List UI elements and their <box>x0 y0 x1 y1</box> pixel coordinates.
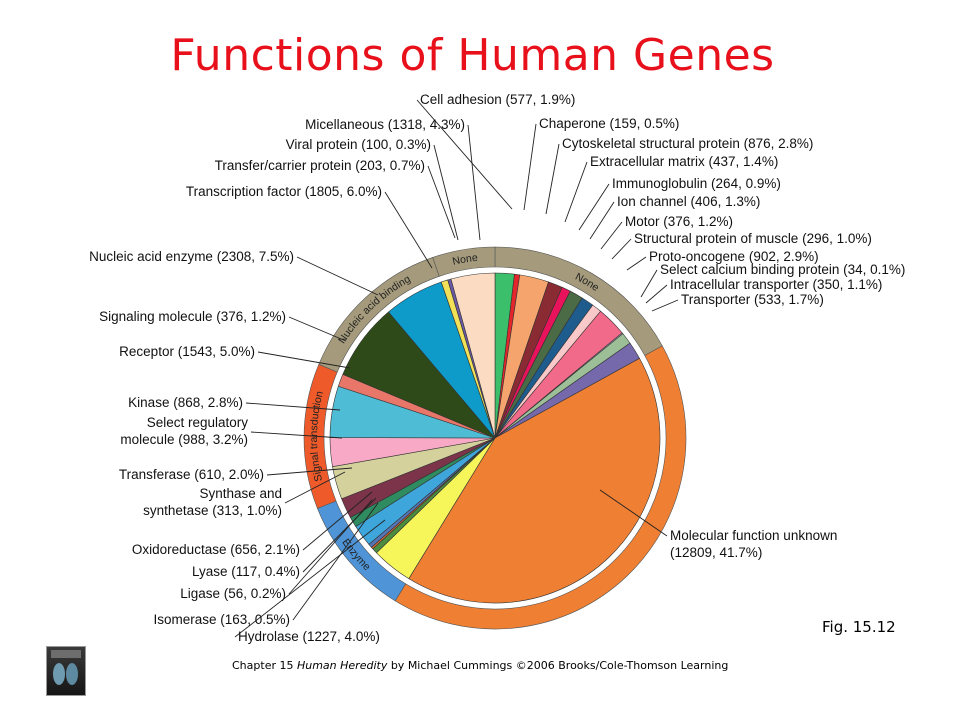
leader-line-micellaneous <box>467 124 481 241</box>
leader-line-proto-oncogene <box>626 256 647 271</box>
leader-line-chaperone <box>523 123 537 211</box>
leader-line-viral-protein <box>433 144 459 241</box>
slice-label-select-calcium-binding-protein: Select calcium binding protein (34, 0.1%… <box>660 262 905 277</box>
slice-label-viral-protein: Viral protein (100, 0.3%) <box>286 137 431 152</box>
slice-label-proto-oncogene: Proto-oncogene (902, 2.9%) <box>649 249 819 264</box>
book-cover-thumbnail <box>46 646 86 696</box>
footer-suffix: by Michael Cummings ©2006 Brooks/Cole-Th… <box>387 659 729 672</box>
pie-slice-molecular-function-unknown <box>408 357 661 604</box>
leader-line-cytoskeletal-structural-protein <box>545 143 560 215</box>
pie-slices <box>329 272 661 604</box>
leader-line-cell-adhesion <box>416 99 513 210</box>
leader-line-transporter <box>651 299 679 312</box>
leader-line-select-calcium-binding-protein <box>640 269 658 298</box>
slice-labels: Cell adhesion (577, 1.9%) Chaperone (159,… <box>89 92 905 644</box>
slice-label-lyase: Lyase (117, 0.4%) <box>192 564 300 579</box>
chart-title: Functions of Human Genes <box>170 30 775 81</box>
leader-line-transcription-factor <box>384 191 433 269</box>
leader-line-structural-protein-of-muscle <box>611 238 632 260</box>
slice-label-chaperone: Chaperone (159, 0.5%) <box>539 116 679 131</box>
leader-line-synthase-and-synthetase <box>284 471 346 504</box>
leader-line-immunoglobulin <box>578 183 610 231</box>
leader-line-nucleic-acid-enzyme <box>296 256 379 296</box>
slice-label-cytoskeletal-structural-protein: Cytoskeletal structural protein (876, 2.… <box>562 136 813 151</box>
slice-label-synthase-and-synthetase: Synthase and synthetase (313, 1.0%) <box>143 486 282 518</box>
slice-label-select-regulatory-molecule: Select regulatory molecule (988, 3.2%) <box>120 415 248 447</box>
slice-label-micellaneous: Micellaneous (1318, 4.3%) <box>305 117 465 132</box>
slice-label-oxidoreductase: Oxidoreductase (656, 2.1%) <box>132 542 300 557</box>
leader-line-isomerase <box>292 502 379 621</box>
slice-label-signaling-molecule: Signaling molecule (376, 1.2%) <box>99 309 286 324</box>
footer-book-title: Human Heredity <box>296 659 388 672</box>
slice-label-structural-protein-of-muscle: Structural protein of muscle (296, 1.0%) <box>634 231 872 246</box>
ring-segment-none <box>432 246 496 277</box>
leader-line-transfer-carrier-protein <box>427 165 456 239</box>
footer-credit: Chapter 15 Human Heredity by Michael Cum… <box>232 659 728 672</box>
leader-line-intracellular-transporter <box>645 284 668 304</box>
slice-label-cell-adhesion: Cell adhesion (577, 1.9%) <box>420 92 575 107</box>
slice-label-intracellular-transporter: Intracellular transporter (350, 1.1%) <box>670 277 882 292</box>
ring-label-none: None <box>451 252 478 268</box>
leader-line-hydrolase <box>234 519 386 638</box>
slice-label-motor: Motor (376, 1.2%) <box>625 214 733 229</box>
slice-label-transporter: Transporter (533, 1.7%) <box>681 292 824 307</box>
leader-line-receptor <box>257 351 351 369</box>
slice-label-transferase: Transferase (610, 2.0%) <box>119 467 264 482</box>
slice-label-immunoglobulin: Immunoglobulin (264, 0.9%) <box>612 176 781 191</box>
slice-label-transcription-factor: Transcription factor (1805, 6.0%) <box>186 184 382 199</box>
footer-prefix: Chapter 15 <box>232 659 297 672</box>
slice-label-ion-channel: Ion channel (406, 1.3%) <box>617 194 760 209</box>
leader-line-lyase <box>302 497 377 573</box>
leader-line-kinase <box>245 402 341 411</box>
slice-label-hydrolase: Hydrolase (1227, 4.0%) <box>238 629 380 644</box>
leader-line-select-regulatory-molecule <box>250 431 343 439</box>
leader-line-signaling-molecule <box>288 316 347 342</box>
leader-line-extracellular-matrix <box>564 161 588 223</box>
slice-label-isomerase: Isomerase (163, 0.5%) <box>153 612 290 627</box>
slice-label-receptor: Receptor (1543, 5.0%) <box>119 344 255 359</box>
figure-number: Fig. 15.12 <box>822 618 896 636</box>
leader-line-ion-channel <box>589 201 615 240</box>
slice-label-kinase: Kinase (868, 2.8%) <box>128 395 243 410</box>
leader-lines <box>234 99 679 638</box>
slice-label-molecular-function-unknown: Molecular function unknown (12809, 41.7%) <box>670 528 837 560</box>
slice-label-ligase: Ligase (56, 0.2%) <box>180 586 286 601</box>
leader-line-motor <box>600 221 623 250</box>
slice-label-transfer-carrier-protein: Transfer/carrier protein (203, 0.7%) <box>215 158 425 173</box>
slice-label-nucleic-acid-enzyme: Nucleic acid enzyme (2308, 7.5%) <box>89 249 294 264</box>
leader-line-oxidoreductase <box>302 491 373 551</box>
slice-label-extracellular-matrix: Extracellular matrix (437, 1.4%) <box>590 154 778 169</box>
leader-line-molecular-function-unknown <box>599 489 668 537</box>
pie-slice-micellaneous <box>450 272 496 439</box>
leader-line-transferase <box>266 467 353 476</box>
